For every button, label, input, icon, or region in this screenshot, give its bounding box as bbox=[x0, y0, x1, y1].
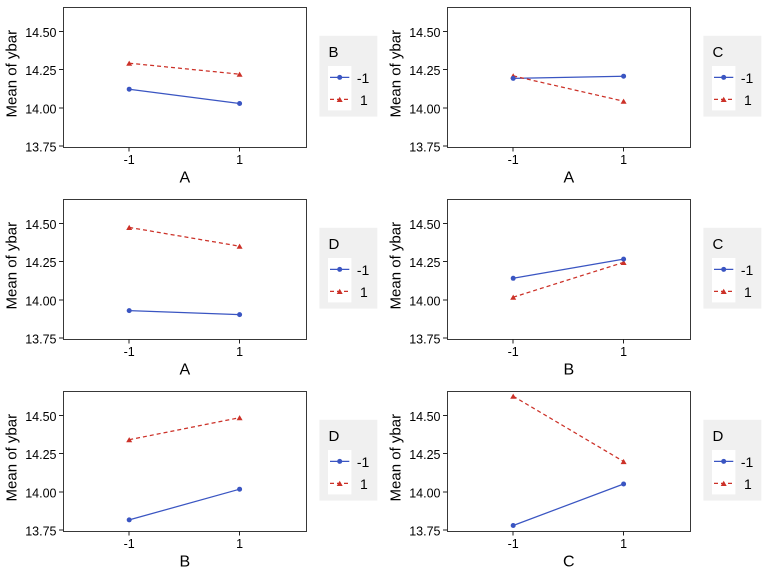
svg-text:-1: -1 bbox=[357, 262, 370, 278]
svg-text:-1: -1 bbox=[508, 345, 519, 359]
svg-text:-1: -1 bbox=[357, 70, 370, 86]
svg-text:B: B bbox=[563, 362, 574, 379]
svg-text:14.25: 14.25 bbox=[25, 64, 56, 78]
svg-text:14.25: 14.25 bbox=[409, 64, 440, 78]
svg-text:14.00: 14.00 bbox=[25, 294, 56, 308]
svg-text:Mean of ybar: Mean of ybar bbox=[388, 222, 405, 310]
svg-text:13.75: 13.75 bbox=[25, 141, 56, 155]
svg-text:14.00: 14.00 bbox=[409, 102, 440, 116]
svg-text:1: 1 bbox=[236, 345, 243, 359]
svg-text:Mean of ybar: Mean of ybar bbox=[4, 222, 21, 310]
svg-text:1: 1 bbox=[360, 476, 368, 492]
svg-text:1: 1 bbox=[360, 92, 368, 108]
svg-text:B: B bbox=[329, 44, 339, 61]
svg-text:14.50: 14.50 bbox=[25, 410, 56, 424]
svg-text:1: 1 bbox=[744, 476, 752, 492]
svg-text:14.00: 14.00 bbox=[409, 294, 440, 308]
svg-text:14.00: 14.00 bbox=[409, 486, 440, 500]
svg-text:1: 1 bbox=[360, 284, 368, 300]
svg-text:-1: -1 bbox=[357, 454, 370, 470]
svg-text:14.25: 14.25 bbox=[25, 256, 56, 270]
svg-text:1: 1 bbox=[620, 537, 627, 551]
svg-text:D: D bbox=[713, 428, 724, 445]
svg-text:-1: -1 bbox=[741, 70, 754, 86]
svg-text:13.75: 13.75 bbox=[25, 525, 56, 539]
svg-text:A: A bbox=[179, 170, 190, 187]
svg-text:1: 1 bbox=[236, 153, 243, 167]
svg-text:Mean of ybar: Mean of ybar bbox=[4, 414, 21, 502]
svg-text:-1: -1 bbox=[508, 537, 519, 551]
svg-text:1: 1 bbox=[236, 537, 243, 551]
svg-text:14.25: 14.25 bbox=[409, 256, 440, 270]
svg-text:-1: -1 bbox=[124, 345, 135, 359]
svg-text:14.00: 14.00 bbox=[25, 486, 56, 500]
svg-text:1: 1 bbox=[744, 92, 752, 108]
svg-text:A: A bbox=[179, 362, 190, 379]
svg-text:-1: -1 bbox=[741, 262, 754, 278]
svg-text:-1: -1 bbox=[124, 537, 135, 551]
svg-text:13.75: 13.75 bbox=[409, 525, 440, 539]
svg-text:14.25: 14.25 bbox=[409, 448, 440, 462]
svg-text:Mean of ybar: Mean of ybar bbox=[388, 414, 405, 502]
svg-text:Mean of ybar: Mean of ybar bbox=[388, 30, 405, 118]
svg-text:D: D bbox=[329, 236, 340, 253]
svg-text:14.50: 14.50 bbox=[409, 26, 440, 40]
svg-text:-1: -1 bbox=[124, 153, 135, 167]
svg-text:-1: -1 bbox=[508, 153, 519, 167]
svg-text:1: 1 bbox=[620, 153, 627, 167]
svg-text:13.75: 13.75 bbox=[409, 141, 440, 155]
svg-text:1: 1 bbox=[744, 284, 752, 300]
svg-text:-1: -1 bbox=[741, 454, 754, 470]
svg-text:D: D bbox=[329, 428, 340, 445]
svg-text:1: 1 bbox=[620, 345, 627, 359]
svg-text:14.00: 14.00 bbox=[25, 102, 56, 116]
svg-text:C: C bbox=[713, 236, 724, 253]
svg-text:13.75: 13.75 bbox=[409, 333, 440, 347]
svg-text:14.50: 14.50 bbox=[409, 218, 440, 232]
svg-text:Mean of ybar: Mean of ybar bbox=[4, 30, 21, 118]
svg-text:14.50: 14.50 bbox=[25, 26, 56, 40]
svg-text:13.75: 13.75 bbox=[25, 333, 56, 347]
svg-text:A: A bbox=[563, 170, 574, 187]
svg-text:14.50: 14.50 bbox=[25, 218, 56, 232]
svg-text:C: C bbox=[563, 554, 575, 571]
svg-text:B: B bbox=[179, 554, 190, 571]
svg-text:14.50: 14.50 bbox=[409, 410, 440, 424]
svg-text:C: C bbox=[713, 44, 724, 61]
svg-text:14.25: 14.25 bbox=[25, 448, 56, 462]
